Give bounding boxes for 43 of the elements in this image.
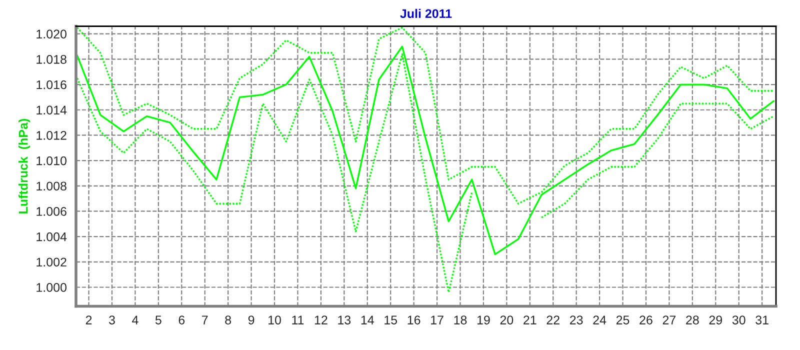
x-tick-label: 10 [268,316,281,324]
x-tick-label: 22 [546,316,560,324]
x-tick-label: 18 [454,316,467,324]
x-tick-label: 13 [338,316,351,324]
x-tick-label: 24 [593,316,606,324]
y-tick-label: 1.004 [36,232,67,242]
x-tick-label: 3 [108,316,115,324]
y-tick-label: 1.006 [36,207,66,216]
x-tick-label: 16 [408,316,420,324]
x-tick-label: 30 [732,316,746,324]
y-tick-label: 1.012 [36,131,66,140]
x-tick-label: 11 [292,316,304,324]
y-tick-label: 1.014 [36,106,67,115]
y-tick-label: 1.010 [36,156,66,166]
x-tick-label: 14 [361,316,374,324]
x-tick-label: 8 [225,316,232,324]
x-tick-label: 19 [477,316,490,324]
x-tick-label: 29 [709,316,722,324]
x-tick-label: 2 [86,316,92,324]
x-tick-label: 31 [756,316,768,324]
x-tick-label: 20 [500,316,514,324]
x-tick-label: 12 [314,316,328,324]
x-tick-label: 6 [178,316,185,324]
x-tick-label: 28 [686,316,699,324]
x-tick-label: 27 [662,316,676,324]
x-tick-label: 25 [616,316,630,324]
y-tick-label: 1.002 [36,258,66,267]
y-tick-label: 1.000 [36,283,66,292]
x-tick-label: 26 [640,316,652,324]
y-axis-title: Luftdruck (hPa) [18,118,30,214]
x-tick-label: 9 [248,316,254,324]
x-tick-label: 17 [431,316,444,324]
x-tick-label: 21 [524,316,536,324]
x-tick-label: 5 [155,316,162,324]
y-tick-label: 1.008 [36,182,66,191]
chart-title: Juli 2011 [400,8,452,18]
y-tick-label: 1.018 [36,54,66,64]
x-tick-label: 7 [202,316,208,324]
x-tick-label: 23 [570,316,583,324]
y-tick-label: 1.016 [36,80,66,90]
x-tick-label: 15 [384,316,398,324]
x-tick-label: 4 [132,316,138,324]
y-tick-label: 1.020 [36,30,66,39]
